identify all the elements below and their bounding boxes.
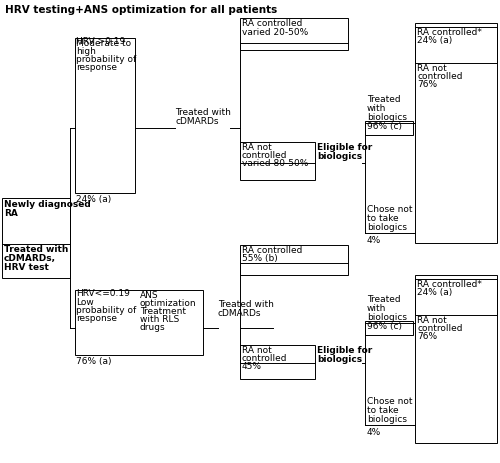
Text: RA controlled: RA controlled (242, 19, 302, 28)
Text: Chose not: Chose not (367, 397, 412, 406)
Bar (365, 121, 413, 135)
Text: RA not: RA not (417, 64, 447, 73)
Bar (240, 142, 315, 180)
Text: 24% (a): 24% (a) (76, 195, 111, 204)
Text: HRV test: HRV test (4, 263, 49, 272)
Text: Treated with: Treated with (218, 300, 274, 309)
Text: with RLS: with RLS (140, 315, 179, 324)
Text: Low: Low (76, 298, 94, 307)
Text: Treated with: Treated with (4, 245, 68, 254)
Text: response: response (76, 314, 117, 323)
Text: RA: RA (4, 209, 18, 218)
Text: 45%: 45% (242, 362, 262, 371)
Bar (75, 290, 203, 355)
Text: 24% (a): 24% (a) (417, 36, 452, 45)
Text: Treated: Treated (367, 295, 400, 304)
Bar (415, 279, 497, 315)
Text: response: response (76, 63, 117, 72)
Text: Moderate to: Moderate to (76, 39, 131, 48)
Text: 24% (a): 24% (a) (417, 288, 452, 297)
Text: RA not: RA not (242, 143, 272, 152)
Text: varied 80-50%: varied 80-50% (242, 159, 308, 168)
Text: 76% (a): 76% (a) (76, 357, 112, 366)
Text: to take: to take (367, 214, 398, 223)
Text: biologics: biologics (367, 223, 407, 232)
Bar (240, 345, 315, 379)
Text: Eligible for: Eligible for (317, 346, 372, 355)
Text: biologics: biologics (367, 313, 407, 322)
Text: controlled: controlled (242, 151, 288, 160)
Text: probability of: probability of (76, 55, 136, 64)
Text: probability of: probability of (76, 306, 136, 315)
Text: RA controlled: RA controlled (242, 246, 302, 255)
Text: 55% (b): 55% (b) (242, 254, 278, 263)
Text: with: with (367, 104, 386, 113)
Bar (415, 275, 497, 443)
Text: Treated with: Treated with (175, 108, 231, 117)
Text: with: with (367, 304, 386, 313)
Text: biologics: biologics (317, 152, 362, 161)
Text: RA not: RA not (417, 316, 447, 325)
Text: cDMARDs: cDMARDs (175, 117, 218, 126)
Text: controlled: controlled (242, 354, 288, 363)
Text: 76%: 76% (417, 80, 437, 89)
Bar (2, 198, 70, 278)
Text: cDMARDs: cDMARDs (218, 309, 262, 318)
Text: high: high (76, 47, 96, 56)
Text: ANS: ANS (140, 291, 158, 300)
Text: biologics: biologics (317, 355, 362, 364)
Text: 76%: 76% (417, 332, 437, 341)
Text: HRV<=0.19: HRV<=0.19 (76, 289, 130, 298)
Text: Newly diagnosed: Newly diagnosed (4, 200, 91, 209)
Text: biologics: biologics (367, 113, 407, 122)
Bar (75, 38, 135, 193)
Text: HRV >0.19: HRV >0.19 (76, 37, 125, 46)
Text: controlled: controlled (417, 72, 463, 81)
Text: 96% (c): 96% (c) (367, 322, 402, 331)
Text: drugs: drugs (140, 323, 166, 332)
Text: HRV testing+ANS optimization for all patients: HRV testing+ANS optimization for all pat… (5, 5, 277, 15)
Text: 4%: 4% (367, 428, 382, 437)
Text: biologics: biologics (367, 415, 407, 424)
Bar (415, 23, 497, 243)
Text: Chose not: Chose not (367, 205, 412, 214)
Text: RA not: RA not (242, 346, 272, 355)
Text: cDMARDs,: cDMARDs, (4, 254, 56, 263)
Text: 96% (c): 96% (c) (367, 122, 402, 131)
Text: varied 20-50%: varied 20-50% (242, 28, 308, 37)
Text: controlled: controlled (417, 324, 463, 333)
Bar (415, 27, 497, 63)
Bar (240, 245, 348, 275)
Text: 4%: 4% (367, 236, 382, 245)
Text: RA controlled*: RA controlled* (417, 28, 482, 37)
Text: Treatment: Treatment (140, 307, 186, 316)
Text: RA controlled*: RA controlled* (417, 280, 482, 289)
Text: Treated: Treated (367, 95, 400, 104)
Bar (365, 321, 413, 335)
Text: optimization: optimization (140, 299, 196, 308)
Text: to take: to take (367, 406, 398, 415)
Text: Eligible for: Eligible for (317, 143, 372, 152)
Bar (240, 18, 348, 50)
